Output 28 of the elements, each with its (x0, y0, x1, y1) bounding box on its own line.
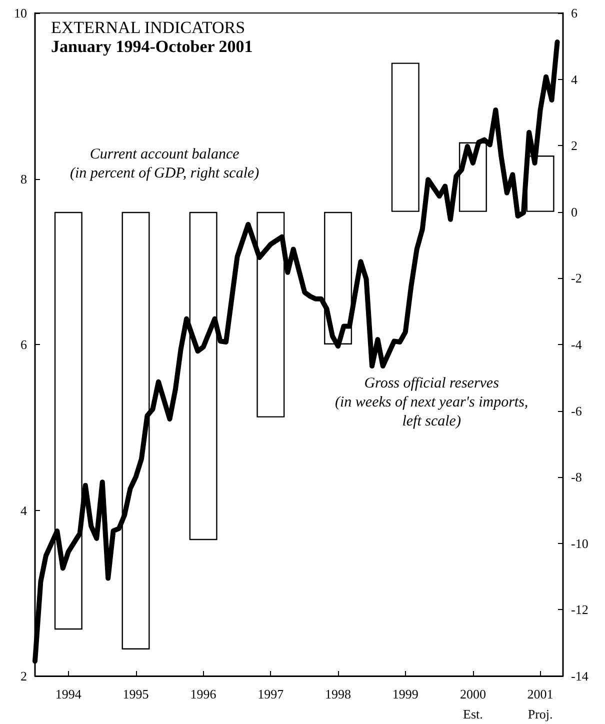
x-tick-label: 1997 (258, 686, 284, 702)
y-tick-label: 8 (20, 171, 27, 186)
x-tick-label: 2001 Proj. (527, 686, 554, 722)
y-tick-label: 6 (20, 337, 28, 352)
x-tick-label: 2000 Est. (460, 686, 486, 722)
x-tick-label: 1996 (190, 686, 217, 702)
x-tick-label: 1999 (392, 686, 418, 702)
y2-tick-label: -14 (571, 668, 589, 684)
y2-tick-label: -6 (571, 403, 582, 418)
chart-title: EXTERNAL INDICATORS (51, 18, 246, 37)
y2-tick-label: 2 (571, 138, 578, 154)
y-tick-label: 4 (20, 502, 28, 518)
y2-tick-label: -2 (571, 270, 582, 286)
y-tick-label: 10 (14, 6, 27, 20)
x-tick-label: 1998 (325, 686, 352, 702)
y2-tick-label: 6 (571, 6, 578, 20)
series-label: Gross official reserves (in weeks of next year's imports, left scale) (335, 376, 528, 430)
y2-tick-label: 4 (571, 72, 578, 87)
x-tick-label: 1995 (122, 686, 149, 702)
text: Current account balance (in percent of GDP, right scale) (70, 146, 260, 182)
y2-tick-label: -10 (571, 536, 588, 551)
y2-tick-label: -8 (571, 470, 582, 485)
y2-tick-label: -4 (571, 337, 582, 352)
x-tick-label: 1994 (55, 686, 82, 702)
y2-tick-label: 0 (571, 204, 578, 220)
y-tick-label: 2 (20, 668, 27, 684)
y2-tick-label: -12 (571, 602, 588, 618)
text: January 1994-October 2001 (51, 37, 253, 56)
